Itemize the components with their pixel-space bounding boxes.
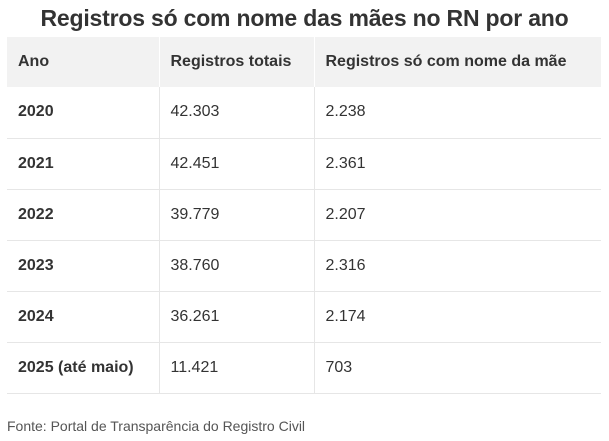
table-row: 2021 42.451 2.361 xyxy=(7,138,601,189)
cell-ano: 2024 xyxy=(7,291,160,342)
cell-ano: 2023 xyxy=(7,240,160,291)
cell-registros-mae: 2.316 xyxy=(325,256,366,274)
table-title: Registros só com nome das mães no RN por… xyxy=(40,5,569,31)
cell-ano: 2022 xyxy=(7,189,160,240)
cell-registros-mae: 2.207 xyxy=(325,205,366,223)
table-row: 2024 36.261 2.174 xyxy=(7,291,601,342)
cell-registros-totais: 36.261 xyxy=(159,291,315,342)
cell-ano: 2020 xyxy=(7,87,160,138)
cell-registros-mae: 2.361 xyxy=(325,154,366,172)
cell-registros-mae: 2.174 xyxy=(325,307,366,325)
column-header-registros-mae: Registros só com nome da mãe xyxy=(325,53,567,70)
column-header-registros-totais: Registros totais xyxy=(159,37,315,87)
cell-registros-totais: 39.779 xyxy=(159,189,315,240)
cell-registros-totais: 42.303 xyxy=(159,87,315,138)
column-header-ano: Ano xyxy=(7,37,160,87)
cell-ano: 2025 (até maio) xyxy=(7,342,160,393)
table-row: 2023 38.760 2.316 xyxy=(7,240,601,291)
table-row: 2022 39.779 2.207 xyxy=(7,189,601,240)
cell-registros-mae: 703 xyxy=(325,358,353,376)
table-row: 2025 (até maio) 11.421 703 xyxy=(7,342,601,393)
cell-registros-mae: 2.238 xyxy=(325,103,366,121)
cell-registros-totais: 42.451 xyxy=(159,138,315,189)
cell-ano: 2021 xyxy=(7,138,160,189)
source-note: Fonte: Portal de Transparência do Regist… xyxy=(7,418,306,434)
cell-registros-totais: 11.421 xyxy=(159,342,315,393)
data-table: Ano Registros totais Registros só com no… xyxy=(7,37,601,394)
table-row: 2020 42.303 2.238 xyxy=(7,87,601,138)
table-header-row: Ano Registros totais Registros só com no… xyxy=(7,37,601,87)
cell-registros-totais: 38.760 xyxy=(159,240,315,291)
